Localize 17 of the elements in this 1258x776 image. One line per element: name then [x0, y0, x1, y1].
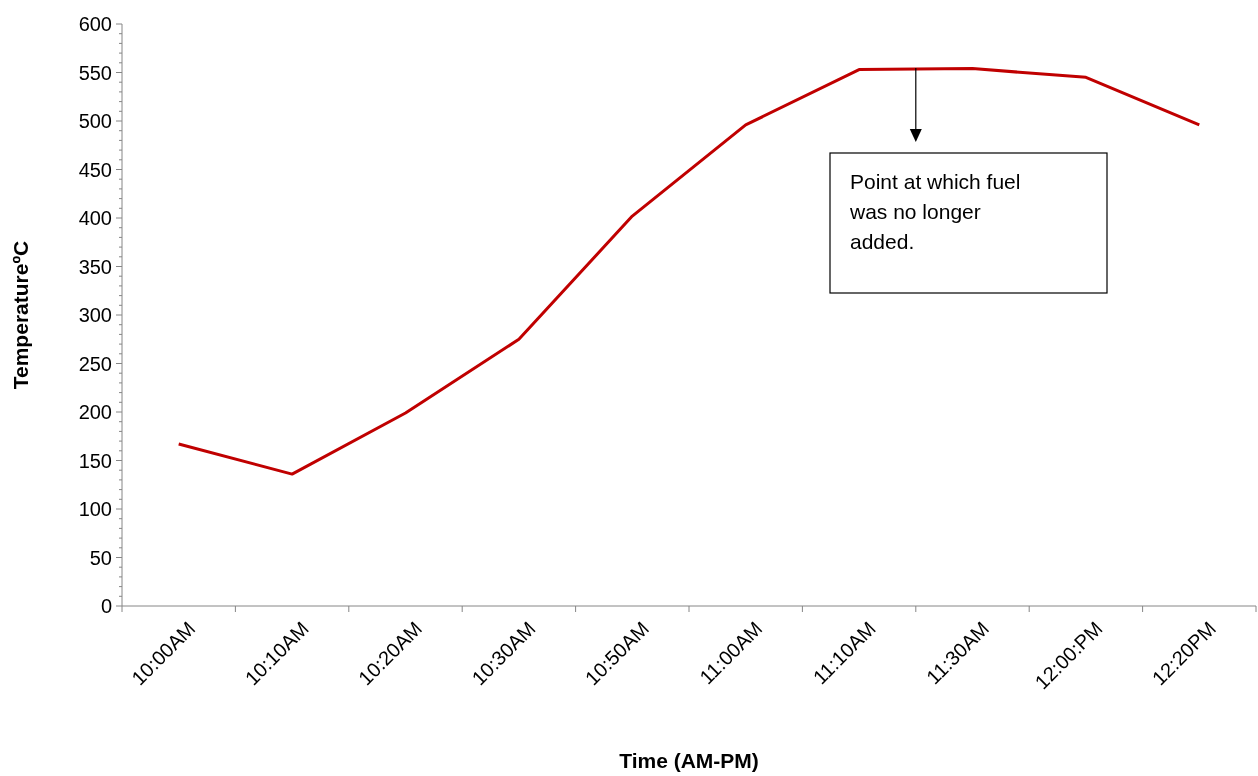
y-tick-label: 300: [78, 304, 112, 326]
y-tick-label: 600: [78, 13, 112, 35]
y-tick-label: 450: [78, 158, 112, 181]
y-tick-label: 400: [78, 207, 112, 229]
y-tick-label: 350: [78, 255, 112, 278]
line-series: [177, 67, 1201, 476]
y-tick-label: 500: [78, 110, 112, 132]
y-tick-label: 200: [78, 401, 112, 423]
y-tick-label: 250: [78, 352, 112, 375]
y-tick-label: 50: [89, 546, 112, 569]
x-axis-title: Time (AM-PM): [619, 749, 759, 772]
y-tick-label: 100: [78, 498, 112, 520]
annotation: Point at which fuel was no longer added.: [849, 170, 1021, 253]
y-tick-label: 0: [100, 595, 112, 617]
y-tick-label: 550: [78, 61, 112, 84]
y-axis-title: TemperatureºC: [9, 240, 32, 390]
y-tick-label: 150: [78, 449, 112, 472]
